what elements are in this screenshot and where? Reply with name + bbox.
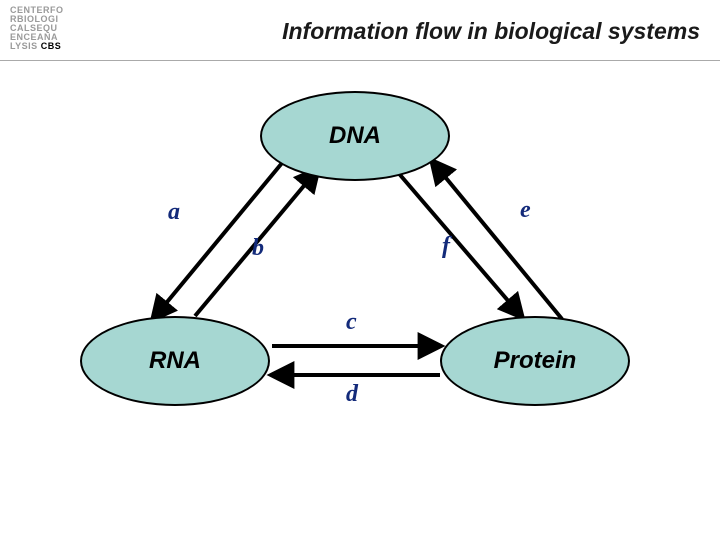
edge-label-d: d — [346, 381, 358, 408]
node-dna: DNA — [260, 91, 450, 181]
edge-label-e: e — [520, 197, 531, 224]
edge-label-b: b — [252, 235, 264, 262]
edge-e — [432, 161, 562, 319]
page-title: Information flow in biological systems — [282, 18, 700, 45]
logo-block: CENTERFO RBIOLOGI CALSEQU ENCEANA LYSIS … — [10, 6, 64, 51]
edge-label-a: a — [168, 199, 180, 226]
node-protein: Protein — [440, 316, 630, 406]
logo-line: LYSIS — [10, 41, 38, 51]
edge-label-c: c — [346, 309, 357, 336]
edge-label-f: f — [442, 233, 450, 260]
edge-f — [395, 169, 522, 317]
logo-cbs: CBS — [41, 41, 62, 51]
header: CENTERFO RBIOLOGI CALSEQU ENCEANA LYSIS … — [0, 0, 720, 61]
node-rna: RNA — [80, 316, 270, 406]
diagram-stage: DNA RNA Protein a b e f c d — [0, 61, 720, 540]
